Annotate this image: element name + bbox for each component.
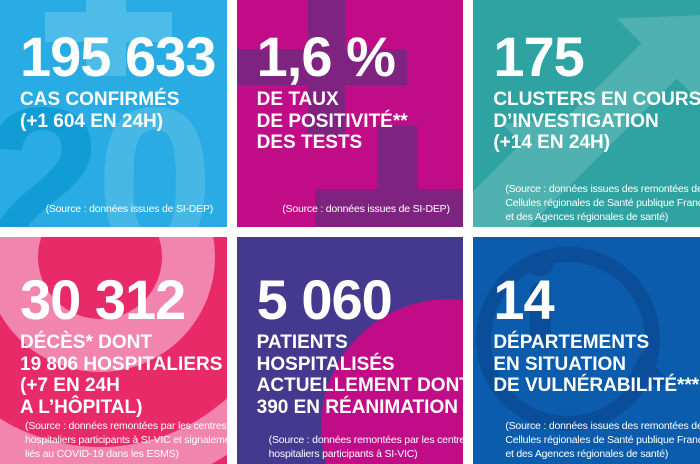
source-line: liés au COVID-19 dans les ESMS) <box>25 448 179 460</box>
stat-value: 195 633 <box>20 25 216 88</box>
source-note: (Source : données issues de SI-DEP) <box>273 202 460 216</box>
source-note: (Source : données remontées par les cent… <box>268 433 464 461</box>
plus-icon <box>45 12 172 42</box>
tile-decorations <box>236 0 464 227</box>
source-line: (Source : données issues de SI-DEP) <box>45 203 214 215</box>
stat-label: D’INVESTIGATION <box>493 110 659 132</box>
decor-digit: 0 <box>95 63 214 228</box>
stat-label: DE POSITIVITÉ** <box>256 110 408 132</box>
stat-delta: (+14 EN 24H) <box>493 132 611 153</box>
stat-label: CAS CONFIRMÉS <box>20 89 180 110</box>
stat-label: DÉCÈS* DONT <box>20 332 152 353</box>
source-note: (Source : données remontées par les cent… <box>25 419 227 461</box>
source-line: (Source : données issues des remontées d… <box>505 183 700 195</box>
source-note: (Source : données issues des remontées d… <box>505 419 700 461</box>
stat-card-deces: 30 312 DÉCÈS* DONT 19 806 HOSPITALIERS (… <box>0 237 227 464</box>
stat-label: 19 806 HOSPITALIERS <box>20 353 223 375</box>
background-digits-decor: 20 <box>0 76 214 228</box>
stat-label: ACTUELLEMENT DONT <box>256 375 464 396</box>
stat-label: DE VULNÉRABILITÉ*** <box>493 375 700 396</box>
speech-bubble-icon <box>473 237 700 464</box>
stat-label: EN SITUATION <box>493 353 626 375</box>
stat-value: 5 060 <box>256 268 393 331</box>
info-icon <box>530 282 552 344</box>
source-line: hospitaliers participants à SI-VIC et si… <box>25 434 227 446</box>
source-note: (Source : données issues de SI-DEP) <box>36 202 223 216</box>
source-line: (Source : données issues des remontées d… <box>505 420 700 432</box>
stat-card-clusters: 175 CLUSTERS EN COURS D’INVESTIGATION (+… <box>473 0 700 227</box>
target-circles-decor <box>0 237 227 464</box>
stat-label: DE TAUX <box>256 89 339 110</box>
stat-label: CLUSTERS EN COURS <box>493 89 700 110</box>
decor-digit: 2 <box>0 63 102 228</box>
stat-label: 390 EN RÉANIMATION <box>256 396 458 418</box>
stat-card-hospitalises: 5 060 PATIENTS HOSPITALISÉS ACTUELLEMENT… <box>236 237 464 464</box>
stat-card-taux-positivite: 1,6 % DE TAUX DE POSITIVITÉ** DES TESTS … <box>236 0 464 227</box>
stat-value: 14 <box>493 268 554 331</box>
stat-label: DÉPARTEMENTS <box>493 332 650 353</box>
source-line: (Source : données remontées par les cent… <box>25 420 227 432</box>
stat-delta: (+1 604 EN 24H) <box>20 110 164 132</box>
stat-label: DES TESTS <box>256 132 363 153</box>
tile-decorations <box>237 237 464 464</box>
stat-value: 30 312 <box>20 268 186 331</box>
stat-delta: (+7 EN 24H <box>20 375 120 396</box>
stat-label: PATIENTS <box>256 332 348 353</box>
info-icon <box>527 254 554 276</box>
stat-delta: A L’HÔPITAL) <box>20 396 143 418</box>
source-line: Cellules régionales de Santé publique Fr… <box>505 197 700 209</box>
source-line: (Source : données issues de SI-DEP) <box>282 203 450 215</box>
source-line: et des Agences régionales de santé) <box>505 211 669 223</box>
stat-label: HOSPITALISÉS <box>256 353 395 375</box>
source-line: hospitaliers participants à SI-VIC) <box>268 448 418 460</box>
source-note: (Source : données issues des remontées d… <box>505 182 700 224</box>
stat-value: 175 <box>493 25 584 88</box>
source-line: (Source : données remontées par les cent… <box>268 434 464 446</box>
stat-card-departements-vulnerabilite: 14 DÉPARTEMENTS EN SITUATION DE VULNÉRAB… <box>473 237 700 464</box>
stat-card-cas-confirmes: 20 195 633 CAS CONFIRMÉS (+1 604 EN 24H)… <box>0 0 227 227</box>
source-line: et des Agences régionales de santé) <box>505 448 669 460</box>
source-line: Cellules régionales de Santé publique Fr… <box>505 434 700 446</box>
plus-icon <box>314 189 464 227</box>
plus-icon <box>236 49 407 85</box>
tile-decorations: 20 <box>0 0 227 227</box>
stat-value: 1,6 % <box>256 25 396 88</box>
